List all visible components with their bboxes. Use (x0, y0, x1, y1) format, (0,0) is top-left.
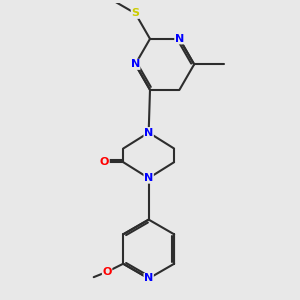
Text: N: N (144, 128, 153, 138)
Text: N: N (144, 274, 153, 284)
Text: O: O (102, 267, 112, 277)
Text: O: O (100, 157, 109, 167)
Text: S: S (131, 8, 139, 18)
Text: N: N (144, 173, 153, 183)
Text: N: N (131, 59, 140, 69)
Text: N: N (175, 34, 184, 44)
